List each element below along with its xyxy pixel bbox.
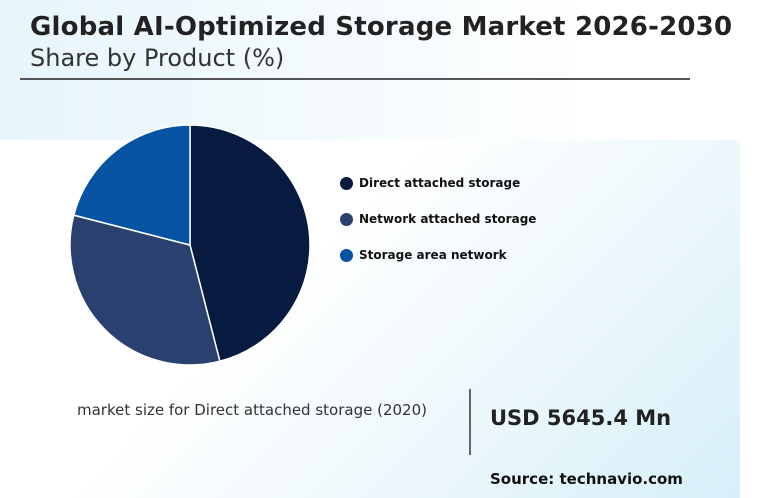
chart-title: Global AI-Optimized Storage Market 2026-… (30, 12, 733, 42)
legend: Direct attached storage Network attached… (340, 174, 536, 282)
market-size-value: USD 5645.4 Mn (490, 406, 672, 430)
pie-slice-storage-area-network (72, 124, 191, 246)
pie-slice-network-attached-storage (69, 214, 221, 366)
source-credit: Source: technavio.com (490, 470, 683, 488)
header-divider (20, 78, 690, 80)
legend-label-direct-attached-storage: Direct attached storage (359, 176, 521, 190)
legend-swatch-storage-area-network (340, 248, 353, 262)
legend-label-storage-area-network: Storage area network (359, 248, 507, 262)
market-size-label: market size for Direct attached storage … (77, 401, 427, 419)
legend-item: Network attached storage (340, 210, 536, 228)
market-size-divider (469, 389, 471, 455)
legend-swatch-direct-attached-storage (340, 176, 353, 190)
legend-item: Storage area network (340, 246, 536, 264)
legend-swatch-network-attached-storage (340, 212, 353, 226)
legend-label-network-attached-storage: Network attached storage (359, 212, 537, 226)
legend-item: Direct attached storage (340, 174, 536, 192)
chart-subtitle: Share by Product (%) (30, 44, 285, 72)
pie-slice-direct-attached-storage (189, 124, 311, 363)
header-background (0, 0, 740, 140)
